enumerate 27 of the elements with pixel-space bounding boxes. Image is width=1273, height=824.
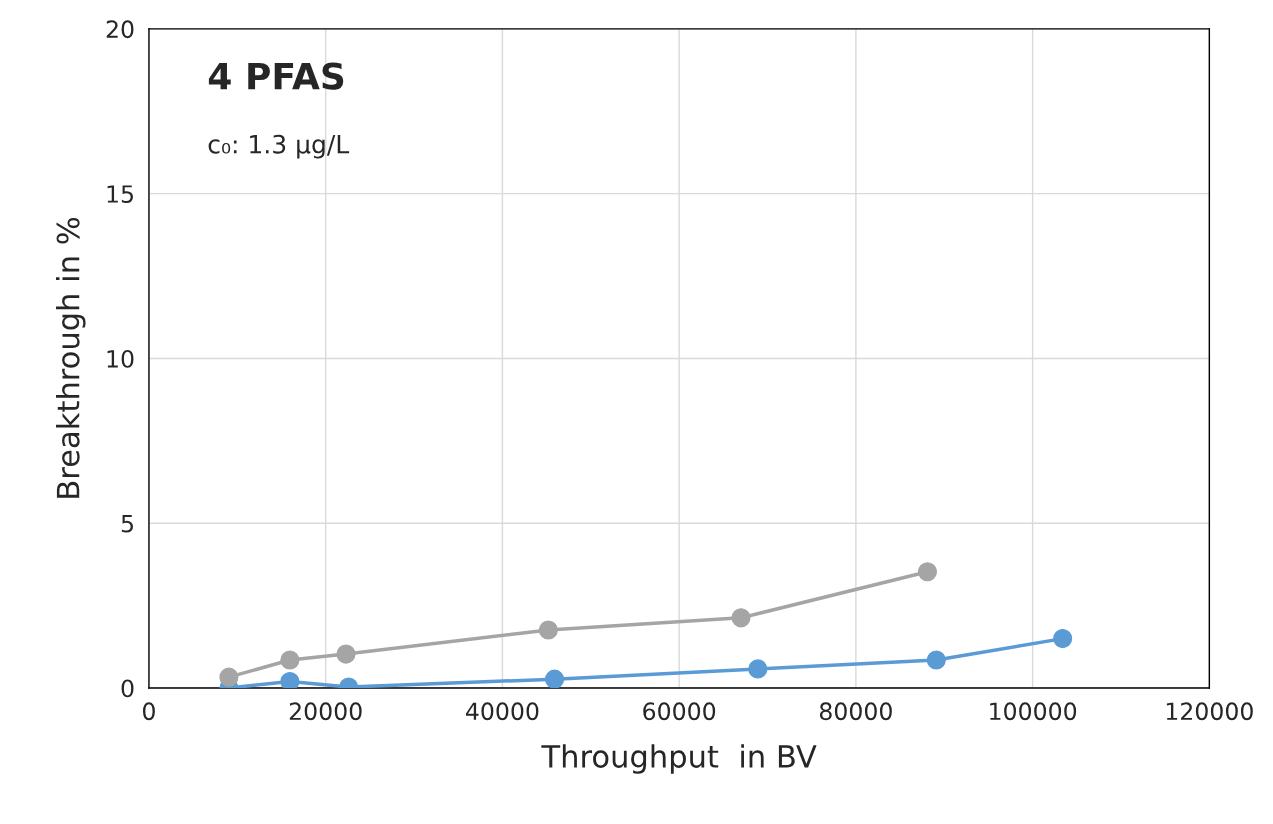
text: 4 PFAS <box>208 62 344 90</box>
point <box>280 671 300 689</box>
x-tick-label: 40000 <box>466 702 539 721</box>
x-tick-label: 0 <box>142 702 155 721</box>
point <box>748 659 768 679</box>
x-axis-title: Throughput in BV <box>541 744 817 774</box>
x-tick-label: 20000 <box>289 702 362 721</box>
y-tick-label: 20 <box>106 20 134 39</box>
point <box>545 669 565 689</box>
point <box>336 644 356 664</box>
point <box>731 608 751 628</box>
point <box>219 667 239 687</box>
point <box>1053 629 1073 649</box>
y-tick-label: 10 <box>107 349 134 368</box>
x-tick-label: 80000 <box>819 702 892 721</box>
point <box>926 650 946 670</box>
point <box>917 562 938 582</box>
point <box>280 650 300 670</box>
x-tick-label: 120000 <box>1166 702 1253 721</box>
text: c₀: 1.3 µg/L <box>208 134 350 159</box>
x-tick-label: 60000 <box>643 702 716 721</box>
y-axis-title: Breakthrough in % <box>55 217 86 498</box>
point <box>538 620 558 640</box>
y-tick-label: 5 <box>121 515 133 533</box>
x-tick-label: 100000 <box>990 702 1077 721</box>
y-tick-label: 0 <box>121 679 134 698</box>
y-tick-label: 15 <box>107 185 133 203</box>
